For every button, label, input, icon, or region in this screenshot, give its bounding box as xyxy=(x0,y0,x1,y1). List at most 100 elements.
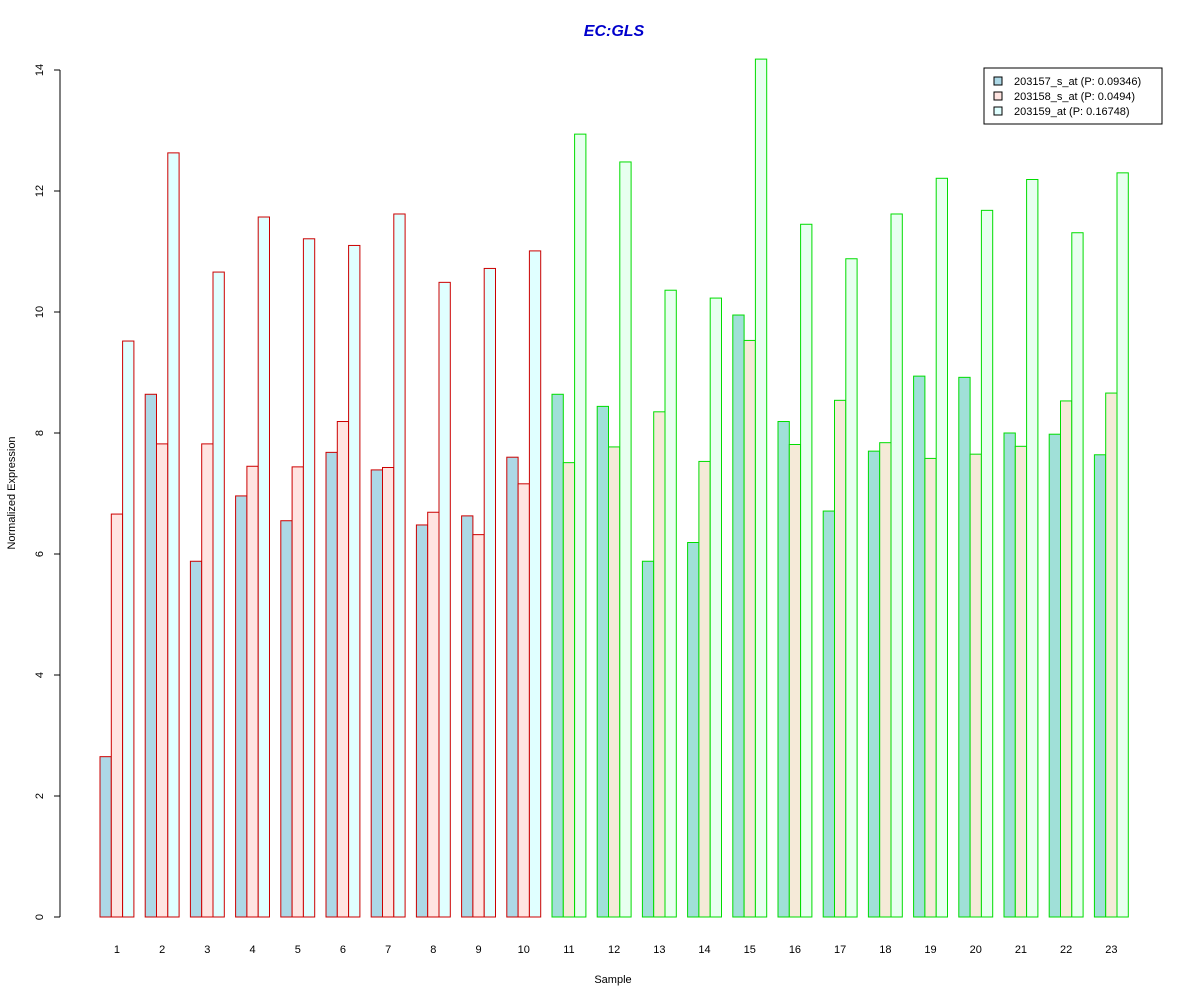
bar-sample-7-series-3 xyxy=(393,213,406,918)
bar-sample-6-series-3 xyxy=(348,244,361,918)
bar-sample-18-series-2 xyxy=(879,442,892,918)
bar-sample-19-series-1 xyxy=(913,375,926,918)
x-tick-label: 15 xyxy=(744,944,756,956)
bar-sample-7-series-1 xyxy=(370,469,384,918)
bar-sample-10-series-3 xyxy=(528,250,542,918)
bar-sample-23-series-2 xyxy=(1105,392,1118,918)
bar-sample-5-series-2 xyxy=(291,466,304,918)
x-tick-label: 5 xyxy=(295,944,301,956)
bar-sample-20-series-3 xyxy=(980,209,994,918)
bar-sample-9-series-2 xyxy=(472,534,485,918)
bar-sample-4-series-3 xyxy=(257,216,271,918)
x-tick-label: 19 xyxy=(924,944,936,956)
bar-sample-21-series-2 xyxy=(1014,445,1028,918)
x-tick-label: 9 xyxy=(475,944,481,956)
bar-sample-11-series-1 xyxy=(551,393,564,918)
x-tick-label: 3 xyxy=(204,944,210,956)
x-tick-label: 7 xyxy=(385,944,391,956)
x-tick-label: 6 xyxy=(340,944,346,956)
y-axis-title: Normalized Expression xyxy=(6,436,18,549)
legend: 203157_s_at (P: 0.09346) 203158_s_at (P: … xyxy=(983,67,1163,125)
x-tick-label: 11 xyxy=(563,944,574,956)
bar-sample-18-series-1 xyxy=(867,450,881,918)
x-tick-label: 10 xyxy=(518,944,530,956)
bar-sample-2-series-2 xyxy=(156,443,169,918)
legend-box xyxy=(983,67,1163,125)
bar-sample-4-series-1 xyxy=(235,495,248,918)
y-axis: 0 2 4 6 8 10 12 14 xyxy=(34,64,61,920)
bar-sample-14-series-1 xyxy=(687,542,700,918)
bar-sample-4-series-2 xyxy=(246,465,259,918)
x-tick-label: 22 xyxy=(1060,944,1072,956)
bar-sample-19-series-2 xyxy=(924,457,937,918)
bar-sample-15-series-2 xyxy=(743,339,756,918)
bar-sample-12-series-1 xyxy=(596,405,610,918)
bar-sample-17-series-3 xyxy=(845,258,858,918)
legend-label-1: 203157_s_at (P: 0.09346) xyxy=(1014,76,1141,88)
bar-sample-23-series-1 xyxy=(1093,454,1107,918)
bar-sample-22-series-2 xyxy=(1060,400,1073,918)
bar-sample-8-series-3 xyxy=(438,281,451,918)
bar-sample-3-series-2 xyxy=(201,443,214,918)
bar-sample-10-series-1 xyxy=(506,456,519,918)
x-axis-tick-labels: 1 2 3 4 5 6 7 8 9 10 11 12 13 14 15 16 17 18 19 20 21 22 23 xyxy=(114,944,1118,956)
bar-sample-9-series-1 xyxy=(461,515,474,918)
bar-sample-19-series-3 xyxy=(935,177,949,918)
bar-sample-18-series-3 xyxy=(890,213,903,918)
x-tick-label: 20 xyxy=(970,944,982,956)
bar-sample-10-series-2 xyxy=(517,483,530,918)
chart-title: EC:GLS xyxy=(584,23,645,40)
bars-group xyxy=(99,58,1129,918)
bar-sample-21-series-3 xyxy=(1026,179,1039,918)
x-tick-label: 23 xyxy=(1105,944,1117,956)
bar-sample-14-series-3 xyxy=(709,297,723,918)
bar-sample-17-series-1 xyxy=(822,510,836,918)
bar-sample-20-series-2 xyxy=(969,453,982,918)
legend-label-3: 203159_at (P: 0.16748) xyxy=(1014,106,1130,118)
bar-sample-8-series-1 xyxy=(415,524,429,918)
x-tick-label: 17 xyxy=(834,944,846,956)
bar-sample-1-series-2 xyxy=(110,513,124,918)
y-tick-label: 12 xyxy=(34,185,46,197)
y-tick-label: 10 xyxy=(34,306,46,318)
x-tick-label: 2 xyxy=(159,944,165,956)
x-axis-title: Sample xyxy=(594,974,631,986)
bar-sample-15-series-3 xyxy=(754,58,768,918)
y-tick-label: 8 xyxy=(34,430,46,436)
bar-sample-21-series-1 xyxy=(1003,432,1016,918)
bar-sample-1-series-1 xyxy=(99,756,112,918)
bar-sample-22-series-3 xyxy=(1071,232,1084,918)
bar-sample-6-series-1 xyxy=(325,451,338,918)
x-tick-label: 21 xyxy=(1015,944,1027,956)
y-tick-label: 6 xyxy=(34,551,46,557)
bar-sample-5-series-1 xyxy=(280,520,293,918)
bar-sample-8-series-2 xyxy=(427,511,440,918)
x-tick-label: 4 xyxy=(249,944,255,956)
bar-sample-3-series-1 xyxy=(189,560,203,918)
bar-sample-11-series-2 xyxy=(562,462,576,918)
bar-sample-2-series-1 xyxy=(144,393,157,918)
y-tick-label: 2 xyxy=(34,793,46,799)
x-tick-label: 14 xyxy=(698,944,710,956)
bar-sample-13-series-3 xyxy=(664,289,677,918)
bar-sample-17-series-2 xyxy=(834,399,847,918)
bar-sample-13-series-1 xyxy=(641,560,655,918)
bar-sample-12-series-2 xyxy=(608,446,621,918)
bar-sample-1-series-3 xyxy=(122,340,135,918)
x-tick-label: 1 xyxy=(114,944,120,956)
y-tick-label: 4 xyxy=(34,672,46,678)
legend-swatch-3 xyxy=(993,106,1003,116)
x-tick-label: 18 xyxy=(879,944,891,956)
bar-sample-11-series-3 xyxy=(574,133,587,918)
x-tick-label: 16 xyxy=(789,944,801,956)
bar-sample-9-series-3 xyxy=(483,267,497,918)
bar-sample-16-series-2 xyxy=(788,444,802,918)
bar-sample-16-series-1 xyxy=(777,421,790,918)
bar-sample-15-series-1 xyxy=(732,314,745,918)
bar-sample-23-series-3 xyxy=(1116,172,1129,918)
bar-sample-14-series-2 xyxy=(698,460,711,918)
legend-label-2: 203158_s_at (P: 0.0494) xyxy=(1014,91,1135,103)
legend-swatch-1 xyxy=(993,76,1003,86)
y-tick-label: 14 xyxy=(34,64,46,76)
